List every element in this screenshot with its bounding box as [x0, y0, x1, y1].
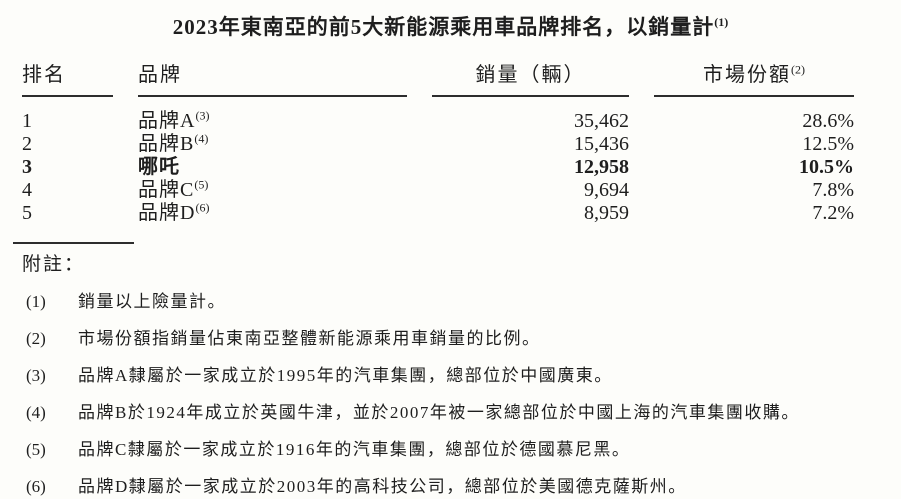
brand-name: 哪吒	[138, 156, 180, 178]
cell-brand: 品牌C(5)	[138, 177, 407, 202]
cell-brand: 品牌A(3)	[138, 108, 407, 133]
table-row-highlighted: 3 哪吒 12,958 10.5%	[22, 156, 854, 179]
cell-rank: 4	[22, 179, 32, 201]
cell-share: 7.2%	[812, 202, 854, 224]
brand-name: 品牌D	[138, 202, 196, 224]
footnote: (3) 品牌A隸屬於一家成立於1995年的汽車集團，總部位於中國廣東。	[26, 365, 901, 386]
cell-rank: 2	[22, 133, 32, 155]
footnote-number: (2)	[26, 329, 46, 348]
brand-footnote-ref: (4)	[194, 131, 209, 146]
footnote: (2) 市場份額指銷量佔東南亞整體新能源乘用車銷量的比例。	[26, 328, 901, 349]
footnote-text: 市場份額指銷量佔東南亞整體新能源乘用車銷量的比例。	[78, 329, 541, 348]
footnote-text: 品牌D隸屬於一家成立於2003年的高科技公司，總部位於美國德克薩斯州。	[78, 477, 687, 496]
footnote: (1) 銷量以上險量計。	[26, 291, 901, 312]
footnote-text: 品牌B於1924年成立於英國牛津，並於2007年被一家總部位於中國上海的汽車集團…	[78, 403, 800, 422]
footnote: (5) 品牌C隸屬於一家成立於1916年的汽車集團，總部位於德國慕尼黑。	[26, 439, 901, 460]
header-brand: 品牌	[138, 58, 407, 97]
page-title-text: 2023年東南亞的前5大新能源乘用車品牌排名，以銷量計	[172, 15, 715, 39]
brand-footnote-ref: (5)	[194, 177, 209, 192]
cell-rank: 1	[22, 110, 32, 132]
cell-share: 12.5%	[802, 133, 854, 155]
cell-brand: 哪吒	[138, 156, 407, 179]
footnote-text: 品牌C隸屬於一家成立於1916年的汽車集團，總部位於德國慕尼黑。	[78, 440, 631, 459]
cell-brand: 品牌D(6)	[138, 200, 407, 225]
cell-share: 28.6%	[802, 110, 854, 132]
footnote-number: (6)	[26, 477, 46, 496]
header-share-footnote-ref: (2)	[791, 62, 805, 77]
brand-name: 品牌A	[138, 110, 196, 132]
cell-sales: 35,462	[574, 110, 629, 132]
header-sales: 銷量（輛）	[432, 58, 629, 97]
table-header-row: 排名 品牌 銷量（輛） 市場份額(2)	[22, 58, 854, 97]
header-rank: 排名	[22, 58, 113, 97]
table-row: 2 品牌B(4) 15,436 12.5%	[22, 131, 854, 156]
cell-share: 10.5%	[799, 156, 854, 178]
footnote-text: 銷量以上險量計。	[78, 292, 226, 311]
cell-brand: 品牌B(4)	[138, 131, 407, 156]
ranking-table: 排名 品牌 銷量（輛） 市場份額(2) 1 品牌A(3) 35,462 28.6…	[22, 58, 854, 225]
cell-sales: 15,436	[574, 133, 629, 155]
footnote: (6) 品牌D隸屬於一家成立於2003年的高科技公司，總部位於美國德克薩斯州。	[26, 476, 901, 497]
cell-sales: 8,959	[584, 202, 629, 224]
cell-rank: 3	[22, 156, 32, 178]
notes-label: 附註：	[22, 254, 86, 275]
cell-rank: 5	[22, 202, 32, 224]
header-share: 市場份額(2)	[654, 58, 854, 97]
brand-footnote-ref: (3)	[195, 108, 210, 123]
title-footnote-ref: (1)	[714, 15, 729, 29]
table-body: 1 品牌A(3) 35,462 28.6% 2 品牌B(4) 15,436 12…	[22, 97, 854, 225]
table-row: 5 品牌D(6) 8,959 7.2%	[22, 200, 854, 225]
cell-sales: 9,694	[584, 179, 629, 201]
table-row: 4 品牌C(5) 9,694 7.8%	[22, 177, 854, 202]
page-title: 2023年東南亞的前5大新能源乘用車品牌排名，以銷量計(1)	[0, 0, 901, 42]
footnote-separator	[13, 242, 134, 244]
footnote-number: (3)	[26, 366, 46, 385]
cell-sales: 12,958	[574, 156, 629, 178]
footnote-text: 品牌A隸屬於一家成立於1995年的汽車集團，總部位於中國廣東。	[78, 366, 613, 385]
cell-share: 7.8%	[812, 179, 854, 201]
table-row: 1 品牌A(3) 35,462 28.6%	[22, 108, 854, 133]
brand-name: 品牌B	[138, 133, 195, 155]
footnote-number: (4)	[26, 403, 46, 422]
header-share-text: 市場份額	[703, 64, 791, 86]
brand-name: 品牌C	[138, 179, 195, 201]
footnote-number: (5)	[26, 440, 46, 459]
footnotes: (1) 銷量以上險量計。 (2) 市場份額指銷量佔東南亞整體新能源乘用車銷量的比…	[26, 291, 901, 497]
brand-footnote-ref: (6)	[195, 200, 210, 215]
footnote: (4) 品牌B於1924年成立於英國牛津，並於2007年被一家總部位於中國上海的…	[26, 402, 901, 423]
footnote-number: (1)	[26, 292, 46, 311]
